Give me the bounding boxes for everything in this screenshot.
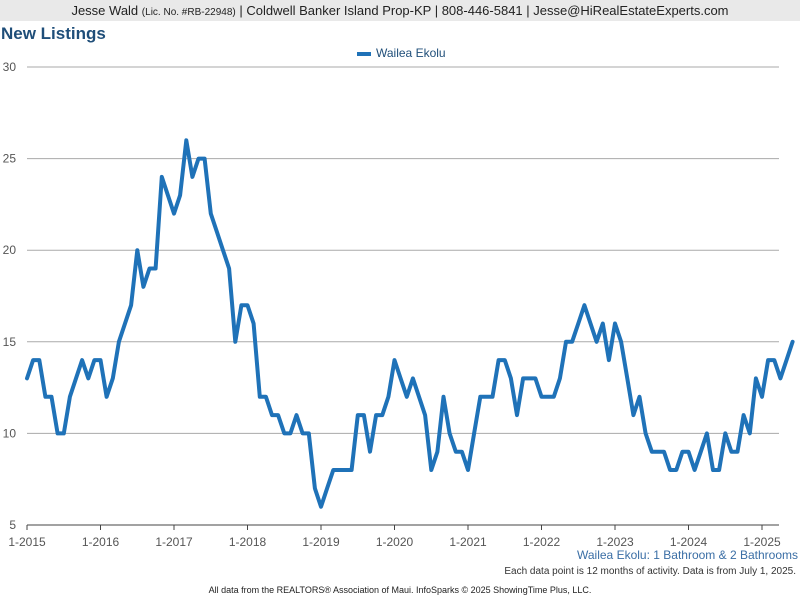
series-line <box>25 138 795 509</box>
y-tick-label: 20 <box>3 243 17 257</box>
y-tick-label: 25 <box>3 152 17 166</box>
y-tick-label: 10 <box>3 426 17 440</box>
y-tick-label: 15 <box>3 335 17 349</box>
chart-legend[interactable]: Wailea Ekolu <box>357 46 446 60</box>
x-tick-label: 1-2025 <box>743 535 781 549</box>
chart-subtitle: Wailea Ekolu: 1 Bathroom & 2 Bathrooms <box>577 548 798 562</box>
x-tick-label: 1-2020 <box>376 535 414 549</box>
agent-name: Jesse Wald <box>71 3 139 18</box>
x-tick-label: 1-2017 <box>155 535 193 549</box>
legend-swatch <box>357 51 371 56</box>
data-note: Each data point is 12 months of activity… <box>504 566 796 577</box>
x-tick-label: 1-2016 <box>82 535 120 549</box>
chart-title: New Listings <box>1 24 106 43</box>
x-tick-label: 1-2015 <box>8 535 46 549</box>
x-tick-label: 1-2018 <box>229 535 267 549</box>
license-number: (Lic. No. #RB-22948) <box>141 7 236 18</box>
legend-label: Wailea Ekolu <box>376 46 446 60</box>
x-tick-label: 1-2022 <box>523 535 561 549</box>
agent-details: | Coldwell Banker Island Prop-KP | 808-4… <box>239 3 729 18</box>
y-tick-label: 5 <box>9 518 16 532</box>
x-tick-label: 1-2023 <box>596 535 634 549</box>
x-tick-label: 1-2021 <box>449 535 487 549</box>
x-tick-label: 1-2024 <box>670 535 708 549</box>
y-tick-label: 30 <box>3 60 17 74</box>
agent-contact-bar: Jesse Wald (Lic. No. #RB-22948) | Coldwe… <box>0 0 800 21</box>
footer-credit: All data from the REALTORS® Association … <box>208 585 592 595</box>
x-tick-label: 1-2019 <box>302 535 340 549</box>
